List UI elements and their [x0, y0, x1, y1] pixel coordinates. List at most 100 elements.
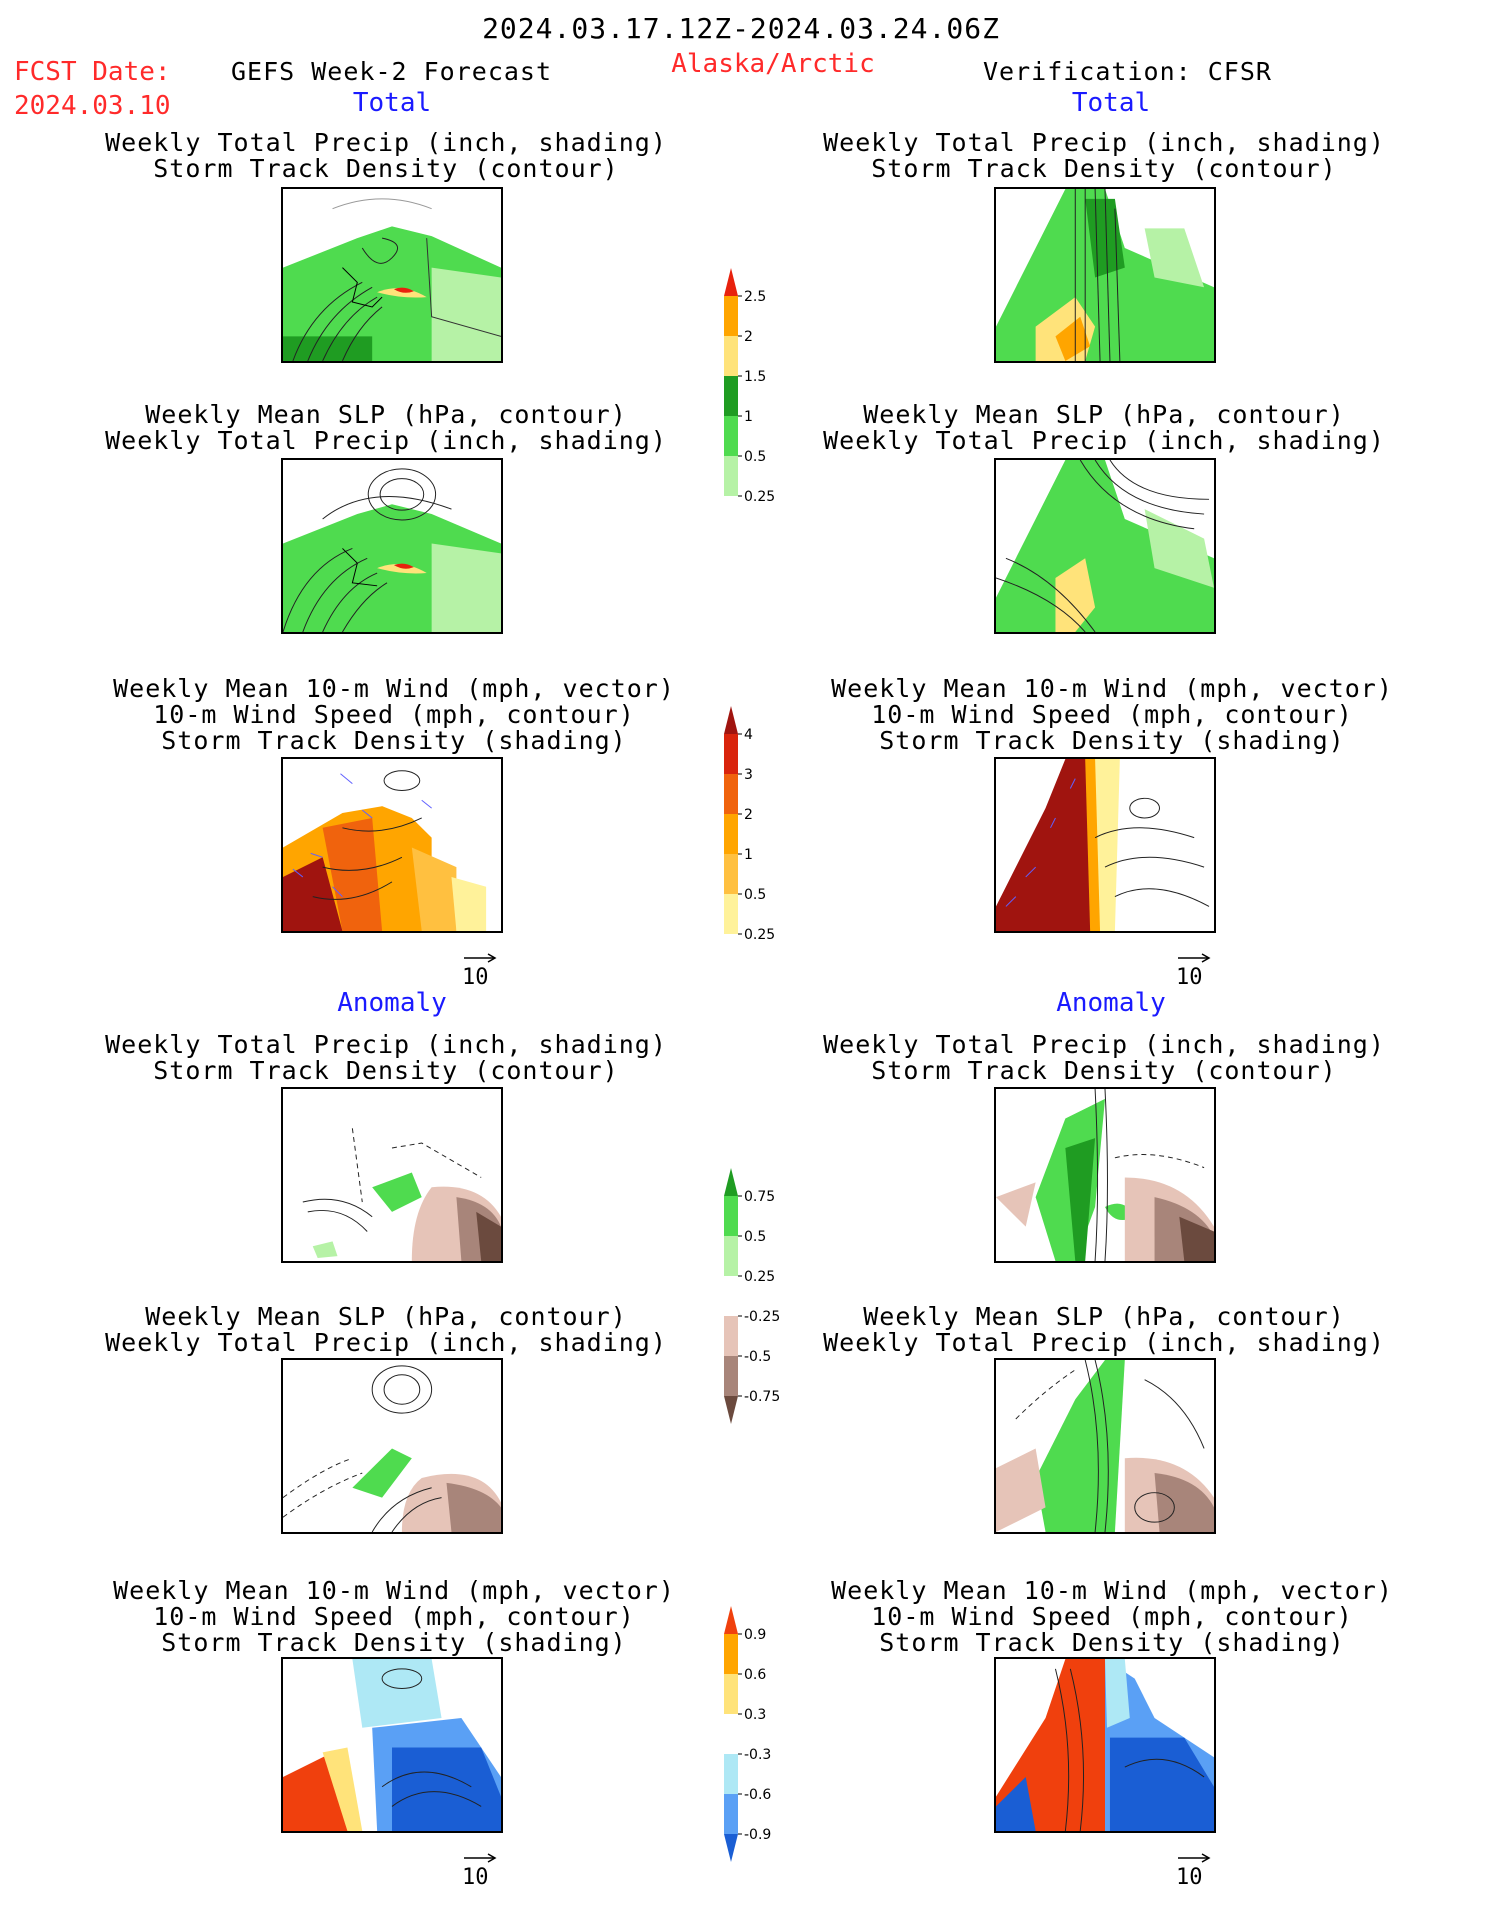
- colorbar-bottom-triangle: [724, 1834, 738, 1862]
- wind-ref-label: 10: [462, 965, 489, 990]
- title-r5-line1: Weekly Mean SLP (hPa, contour): [863, 1302, 1345, 1331]
- title-r1-line2: Storm Track Density (contour): [871, 154, 1337, 183]
- colorbar-segment: [724, 296, 738, 336]
- map-verif-anom-wind: [994, 1657, 1216, 1833]
- map-forecast-total-wind: [281, 757, 503, 933]
- title-r3-line2: 10-m Wind Speed (mph, contour): [871, 700, 1353, 729]
- map-forecast-anom-slp: [281, 1358, 503, 1534]
- colorbar-tick-label: 4: [744, 727, 753, 743]
- colorbar-tick-label: 0.75: [744, 1189, 775, 1205]
- colorbar-segment: [724, 814, 738, 854]
- wind-ref-label: 10: [1176, 1865, 1203, 1890]
- colorbar-segment: [724, 1674, 738, 1714]
- map-forecast-anom-precip: [281, 1087, 503, 1263]
- title-r1-line1: Weekly Total Precip (inch, shading): [823, 128, 1385, 157]
- colorbar-tick-label: 2.5: [744, 289, 766, 305]
- colorbar-tick-label: -0.9: [744, 1827, 771, 1843]
- fcst-date-value: 2024.03.10: [14, 91, 171, 121]
- title-l3-line3: Storm Track Density (shading): [161, 726, 627, 755]
- colorbar-segment: [724, 1316, 738, 1356]
- colorbar-tick-label: 0.5: [744, 887, 766, 903]
- section-anomaly-left: Anomaly: [337, 988, 447, 1018]
- title-r2-line2: Weekly Total Precip (inch, shading): [823, 426, 1385, 455]
- wind-ref-arrow-icon: [1178, 953, 1211, 963]
- title-r6-line2: 10-m Wind Speed (mph, contour): [871, 1602, 1353, 1631]
- title-l2-line1: Weekly Mean SLP (hPa, contour): [145, 400, 627, 429]
- map-forecast-anom-wind: [281, 1657, 503, 1833]
- colorbar-tick-label: -0.25: [744, 1309, 780, 1325]
- title-l1-line2: Storm Track Density (contour): [153, 154, 619, 183]
- title-r3-line1: Weekly Mean 10-m Wind (mph, vector): [831, 674, 1393, 703]
- map-forecast-total-precip: [281, 187, 503, 363]
- section-anomaly-right: Anomaly: [1056, 988, 1166, 1018]
- model-title: GEFS Week-2 Forecast: [231, 57, 553, 86]
- title-l6-line3: Storm Track Density (shading): [161, 1628, 627, 1657]
- colorbar-segment: [724, 854, 738, 894]
- colorbar-tick-label: 0.6: [744, 1667, 766, 1683]
- title-l6-line1: Weekly Mean 10-m Wind (mph, vector): [113, 1576, 675, 1605]
- colorbar-bottom-triangle: [724, 496, 738, 524]
- colorbar-precip-anom: 0.75 0.5 0.25 -0.25 -0.5 -0.75: [724, 1168, 794, 1428]
- map-verif-anom-precip: [994, 1087, 1216, 1263]
- colorbar-top-triangle: [724, 268, 738, 296]
- colorbar-bottom-triangle: [724, 1396, 738, 1424]
- map-verif-anom-slp: [994, 1358, 1216, 1534]
- wind-ref-arrow-icon: [1178, 1853, 1211, 1863]
- map-forecast-total-slp: [281, 458, 503, 634]
- colorbar-tick-label: 0.5: [744, 1229, 766, 1245]
- colorbar-segment: [724, 1196, 738, 1236]
- colorbar-tick-label: -0.6: [744, 1787, 771, 1803]
- title-l3-line1: Weekly Mean 10-m Wind (mph, vector): [113, 674, 675, 703]
- colorbar-segment: [724, 1634, 738, 1674]
- title-l4-line2: Storm Track Density (contour): [153, 1056, 619, 1085]
- colorbar-tick-label: 0.25: [744, 927, 775, 943]
- wind-ref-label: 10: [462, 1865, 489, 1890]
- colorbar-segment: [724, 1356, 738, 1396]
- colorbar-top-triangle: [724, 706, 738, 734]
- section-total-right: Total: [1071, 88, 1151, 118]
- wind-ref-r6: 10: [1176, 1853, 1212, 1890]
- colorbar-tick-label: 2: [744, 329, 753, 345]
- colorbar-top-triangle: [724, 1168, 738, 1196]
- colorbar-tick-label: 0.3: [744, 1707, 766, 1723]
- fcst-date-label: FCST Date:: [14, 57, 171, 87]
- title-r5-line2: Weekly Total Precip (inch, shading): [823, 1328, 1385, 1357]
- section-total-left: Total: [352, 88, 432, 118]
- title-r4-line2: Storm Track Density (contour): [871, 1056, 1337, 1085]
- colorbar-segment: [724, 336, 738, 376]
- colorbar-tick-label: 3: [744, 767, 753, 783]
- colorbar-tick-label: 0.25: [744, 489, 775, 505]
- colorbar-tick-label: -0.3: [744, 1747, 771, 1763]
- title-l2-line2: Weekly Total Precip (inch, shading): [105, 426, 667, 455]
- wind-ref-arrow-icon: [464, 1853, 497, 1863]
- colorbar-tick-label: 0.9: [744, 1627, 766, 1643]
- title-r3-line3: Storm Track Density (shading): [879, 726, 1345, 755]
- colorbar-tick-label: 1.5: [744, 369, 766, 385]
- title-l3-line2: 10-m Wind Speed (mph, contour): [153, 700, 635, 729]
- colorbar-tick-label: 0.25: [744, 1269, 775, 1285]
- colorbar-segment: [724, 1276, 738, 1316]
- colorbar-tick-label: 2: [744, 807, 753, 823]
- colorbar-segment: [724, 1236, 738, 1276]
- wind-ref-r3: 10: [1176, 953, 1212, 990]
- colorbar-segment: [724, 1754, 738, 1794]
- title-r6-line3: Storm Track Density (shading): [879, 1628, 1345, 1657]
- wind-ref-l3: 10: [462, 953, 498, 990]
- map-verif-total-precip: [994, 187, 1216, 363]
- colorbar-track-anom: 0.9 0.6 0.3 -0.3 -0.6 -0.9: [724, 1606, 794, 1866]
- title-l1-line1: Weekly Total Precip (inch, shading): [105, 128, 667, 157]
- colorbar-tick-label: -0.5: [744, 1349, 771, 1365]
- colorbar-segment: [724, 774, 738, 814]
- title-l5-line1: Weekly Mean SLP (hPa, contour): [145, 1302, 627, 1331]
- wind-ref-label: 10: [1176, 965, 1203, 990]
- title-l6-line2: 10-m Wind Speed (mph, contour): [153, 1602, 635, 1631]
- colorbar-segment: [724, 1794, 738, 1834]
- wind-ref-arrow-icon: [464, 953, 497, 963]
- colorbar-segment: [724, 894, 738, 934]
- colorbar-top-triangle: [724, 1606, 738, 1634]
- colorbar-track-total: 4 3 2 1 0.5 0.25: [724, 706, 794, 966]
- title-r4-line1: Weekly Total Precip (inch, shading): [823, 1030, 1385, 1059]
- colorbar-tick-label: -0.75: [744, 1389, 780, 1405]
- colorbar-tick-label: 1: [744, 409, 753, 425]
- colorbar-tick-label: 1: [744, 847, 753, 863]
